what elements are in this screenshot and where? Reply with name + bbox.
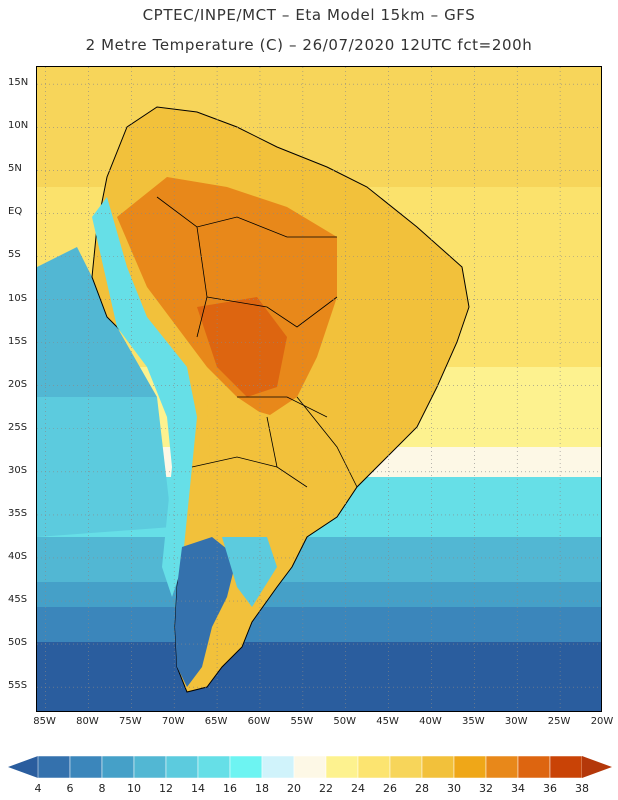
- longitude-label: 65W: [204, 716, 228, 727]
- longitude-label: 45W: [376, 716, 399, 727]
- colorbar-label: 22: [319, 782, 333, 795]
- pacific-cool-tongue: [37, 397, 172, 537]
- map-title-line-1: CPTEC/INPE/MCT – Eta Model 15km – GFS: [142, 6, 476, 24]
- longitude-label: 55W: [290, 716, 314, 727]
- colorbar-cell: [453, 755, 487, 779]
- longitude-label: 75W: [119, 716, 142, 727]
- ocean-band-south: [37, 607, 601, 647]
- colorbar-cell: [389, 755, 423, 779]
- ocean-band-cool: [37, 537, 601, 587]
- longitude-label: 50W: [333, 716, 357, 727]
- colorbar-label: 28: [415, 782, 429, 795]
- longitude-label: 70W: [161, 716, 185, 727]
- temperature-colorbar: [8, 755, 612, 779]
- colorbar-cell: [517, 755, 551, 779]
- colorbar-low-arrow: [8, 756, 38, 778]
- longitude-label: 25W: [547, 716, 571, 727]
- colorbar-label: 16: [223, 782, 237, 795]
- andes-range: [92, 197, 197, 597]
- country-borders: [156, 196, 358, 488]
- map-title-line-2: 2 Metre Temperature (C) – 26/07/2020 12U…: [85, 36, 533, 54]
- hottest-core: [197, 297, 287, 397]
- latitude-label: 5N: [8, 163, 22, 175]
- latitude-label: 50S: [8, 637, 28, 649]
- colorbar-label: 24: [351, 782, 365, 795]
- latitude-label: 10S: [8, 292, 28, 304]
- latitude-label: 20S: [8, 378, 28, 390]
- latitude-label: 10N: [8, 120, 29, 132]
- latitude-label: 30S: [8, 464, 28, 476]
- latitude-label: 5S: [8, 249, 21, 261]
- colorbar-label: 36: [543, 782, 557, 795]
- colorbar-cell: [293, 755, 327, 779]
- latitude-label: 15S: [8, 335, 28, 347]
- longitude-label: 60W: [247, 716, 271, 727]
- longitude-label: 85W: [33, 716, 56, 727]
- colorbar-label: 18: [255, 782, 269, 795]
- latitude-label: EQ: [8, 206, 23, 218]
- longitude-label: 35W: [462, 716, 485, 727]
- colorbar-label: 38: [575, 782, 589, 795]
- colorbar-cell: [325, 755, 359, 779]
- patagonia-cool: [222, 537, 277, 607]
- colorbar-label: 20: [287, 782, 301, 795]
- temperature-map-svg: [37, 67, 601, 711]
- colorbar-cell: [37, 755, 71, 779]
- warm-south-land: [207, 397, 337, 537]
- colorbar-label: 12: [159, 782, 173, 795]
- colorbar-label: 34: [511, 782, 525, 795]
- colorbar-label: 30: [447, 782, 461, 795]
- longitude-label: 80W: [76, 716, 99, 727]
- latitude-label: 35S: [8, 507, 28, 519]
- ocean-band-far-south: [37, 642, 601, 711]
- colorbar-cell: [357, 755, 391, 779]
- longitude-label: 20W: [590, 716, 614, 727]
- colorbar-cell: [69, 755, 103, 779]
- latitude-label: 55S: [8, 680, 28, 692]
- colorbar-cell: [229, 755, 263, 779]
- colorbar-cell: [485, 755, 519, 779]
- latitude-label: 40S: [8, 550, 28, 562]
- colorbar-label: 10: [127, 782, 141, 795]
- longitude-label: 30W: [504, 716, 528, 727]
- colorbar-label: 8: [98, 782, 106, 795]
- colorbar-cell: [197, 755, 231, 779]
- colorbar-label: 4: [34, 782, 42, 795]
- colorbar-label: 26: [383, 782, 397, 795]
- pacific-cold-tongue: [37, 247, 157, 397]
- colorbar-cell: [549, 755, 583, 779]
- latitude-label: 45S: [8, 594, 28, 606]
- temperature-map[interactable]: [36, 66, 602, 712]
- colorbar-cell: [133, 755, 167, 779]
- colorbar-cell: [421, 755, 455, 779]
- patagonia-cold: [175, 537, 237, 687]
- colorbar-cell: [101, 755, 135, 779]
- colorbar-label: 14: [191, 782, 205, 795]
- longitude-label: 40W: [419, 716, 442, 727]
- colorbar-label: 32: [479, 782, 493, 795]
- colorbar-cell: [261, 755, 295, 779]
- colorbar-label: 6: [66, 782, 74, 795]
- colorbar-high-arrow: [582, 756, 612, 778]
- colorbar-cell: [165, 755, 199, 779]
- latitude-label: 15N: [8, 77, 29, 89]
- latitude-label: 25S: [8, 421, 28, 433]
